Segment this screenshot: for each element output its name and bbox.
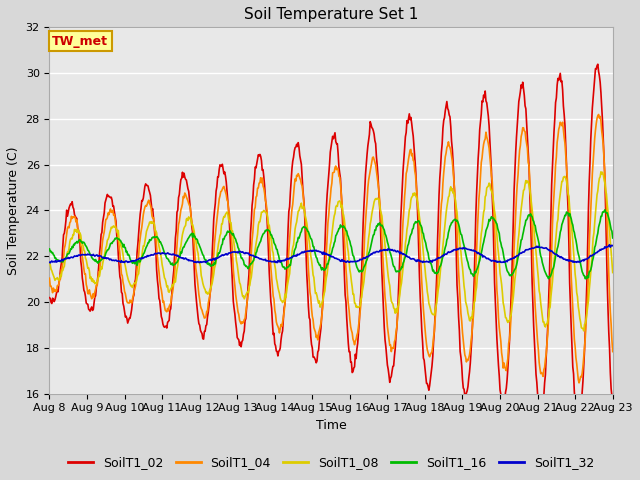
X-axis label: Time: Time xyxy=(316,419,346,432)
Title: Soil Temperature Set 1: Soil Temperature Set 1 xyxy=(244,7,419,22)
Text: TW_met: TW_met xyxy=(52,35,108,48)
Legend: SoilT1_02, SoilT1_04, SoilT1_08, SoilT1_16, SoilT1_32: SoilT1_02, SoilT1_04, SoilT1_08, SoilT1_… xyxy=(63,451,600,474)
Y-axis label: Soil Temperature (C): Soil Temperature (C) xyxy=(7,146,20,275)
